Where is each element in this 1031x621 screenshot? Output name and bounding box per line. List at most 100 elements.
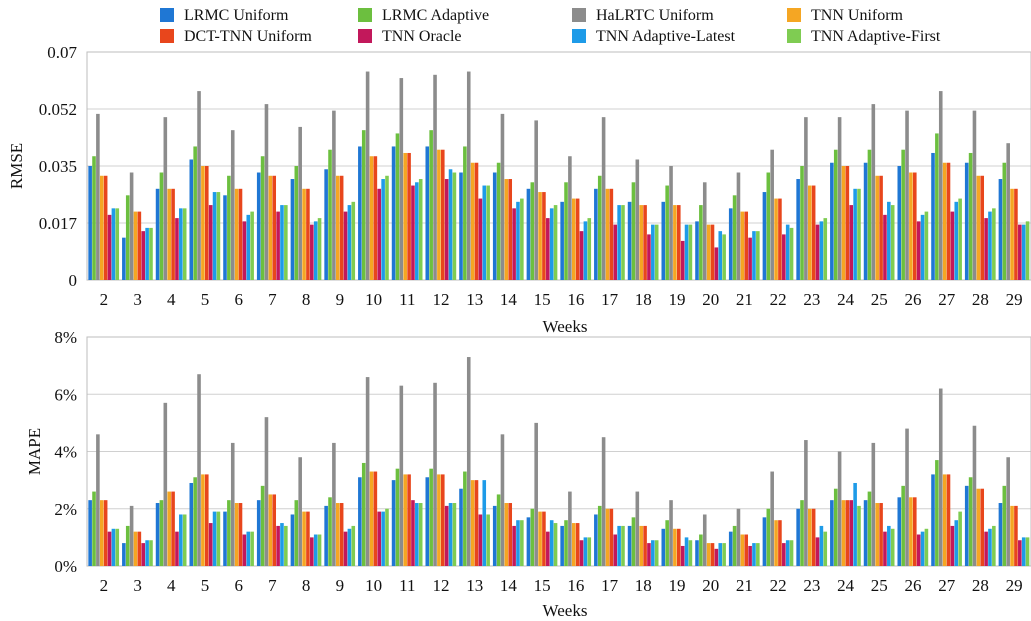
bar-tnn-uniform-week-26: [909, 497, 913, 566]
x-tick-label: 3: [133, 290, 142, 309]
bar-tnn-adaptive-first-week-13: [486, 514, 490, 566]
bar-halrtc-uniform-week-18: [635, 159, 640, 280]
bar-lrmc-uniform-week-28: [964, 162, 969, 280]
bar-tnn-oracle-week-22: [782, 234, 786, 280]
bar-tnn-adaptive-first-week-29: [1025, 537, 1030, 567]
bar-tnn-adaptive-first-week-13: [486, 185, 490, 280]
bar-dct-tnn-uniform-week-21: [744, 534, 749, 566]
bar-tnn-oracle-week-7: [276, 525, 280, 566]
bar-tnn-adaptive-first-week-16: [587, 218, 592, 280]
bar-tnn-adaptive-latest-week-16: [583, 221, 588, 280]
bar-dct-tnn-uniform-week-10: [373, 471, 378, 566]
bar-halrtc-uniform-week-23: [804, 440, 808, 566]
bar-lrmc-uniform-week-3: [122, 237, 126, 280]
bar-halrtc-uniform-week-5: [197, 91, 201, 280]
legend-label: HaLRTC Uniform: [596, 7, 714, 24]
bar-lrmc-adaptive-week-18: [631, 517, 636, 566]
bar-tnn-uniform-week-23: [807, 508, 812, 566]
bar-tnn-adaptive-latest-week-20: [718, 543, 723, 566]
bar-dct-tnn-uniform-week-17: [609, 508, 614, 566]
bar-tnn-adaptive-first-week-5: [216, 511, 221, 566]
bar-tnn-uniform-week-16: [571, 523, 576, 566]
bar-tnn-uniform-week-15: [538, 511, 542, 566]
bar-lrmc-adaptive-week-7: [260, 485, 265, 566]
bar-tnn-adaptive-latest-week-6: [246, 214, 251, 280]
bar-tnn-oracle-week-13: [478, 198, 483, 280]
bar-halrtc-uniform-week-2: [96, 113, 100, 280]
bar-dct-tnn-uniform-week-13: [474, 480, 479, 567]
bar-tnn-uniform-week-7: [268, 494, 273, 566]
bar-tnn-adaptive-first-week-7: [284, 205, 288, 280]
x-tick-label: 13: [466, 576, 483, 595]
y-tick-label: 0: [69, 271, 78, 290]
legend-item-halrtc-uniform: HaLRTC Uniform: [572, 7, 714, 24]
x-tick-label: 14: [500, 290, 518, 309]
x-tick-label: 25: [871, 576, 888, 595]
bar-lrmc-adaptive-week-21: [732, 525, 737, 566]
bar-tnn-adaptive-first-week-18: [654, 540, 659, 566]
legend-item-dct-tnn-uniform: DCT-TNN Uniform: [160, 28, 312, 45]
bar-tnn-adaptive-first-week-20: [722, 234, 726, 280]
bar-lrmc-adaptive-week-14: [496, 494, 501, 566]
bar-tnn-adaptive-latest-week-7: [280, 523, 284, 566]
x-tick-label: 19: [669, 290, 686, 309]
bar-tnn-uniform-week-8: [302, 188, 306, 280]
bar-lrmc-adaptive-week-17: [597, 505, 602, 566]
bar-tnn-adaptive-latest-week-2: [111, 208, 116, 280]
x-tick-label: 26: [905, 576, 922, 595]
bar-lrmc-adaptive-week-19: [665, 520, 669, 566]
bar-tnn-uniform-week-18: [639, 525, 643, 566]
bar-tnn-adaptive-latest-week-2: [111, 528, 116, 566]
bar-tnn-oracle-week-29: [1018, 540, 1022, 566]
bar-lrmc-uniform-week-2: [88, 500, 92, 566]
bar-tnn-uniform-week-2: [99, 175, 104, 280]
bar-tnn-adaptive-latest-week-21: [752, 231, 756, 280]
bar-tnn-oracle-week-20: [714, 548, 719, 566]
bar-dct-tnn-uniform-week-22: [778, 520, 782, 566]
bar-lrmc-adaptive-week-12: [429, 468, 433, 566]
y-tick-label: 0.07: [47, 43, 77, 62]
bar-tnn-adaptive-latest-week-21: [752, 543, 756, 566]
bar-lrmc-uniform-week-12: [425, 146, 430, 280]
bar-tnn-uniform-week-12: [437, 474, 441, 566]
bar-lrmc-uniform-week-8: [290, 514, 295, 566]
bar-tnn-adaptive-latest-week-27: [954, 201, 959, 280]
bar-halrtc-uniform-week-29: [1006, 143, 1010, 280]
x-tick-label: 11: [399, 290, 415, 309]
bar-tnn-adaptive-latest-week-18: [651, 224, 655, 280]
bar-tnn-uniform-week-3: [133, 211, 138, 280]
bar-tnn-oracle-week-25: [883, 214, 887, 280]
bar-lrmc-adaptive-week-11: [395, 468, 400, 566]
bar-lrmc-uniform-week-16: [560, 525, 564, 566]
bar-lrmc-adaptive-week-9: [328, 149, 332, 280]
bar-tnn-uniform-week-21: [740, 211, 745, 280]
x-tick-label: 10: [365, 576, 382, 595]
bar-lrmc-adaptive-week-13: [463, 146, 467, 280]
bar-halrtc-uniform-week-25: [871, 442, 876, 566]
bar-tnn-oracle-week-7: [276, 211, 280, 280]
bar-halrtc-uniform-week-13: [466, 71, 471, 280]
bar-tnn-oracle-week-3: [141, 231, 146, 280]
bar-dct-tnn-uniform-week-19: [677, 205, 681, 280]
bar-tnn-adaptive-latest-week-20: [718, 231, 723, 280]
bar-lrmc-uniform-week-19: [661, 528, 666, 566]
bar-halrtc-uniform-week-23: [804, 117, 808, 280]
bar-lrmc-adaptive-week-5: [193, 477, 197, 566]
x-tick-label: 17: [601, 576, 619, 595]
bar-lrmc-uniform-week-27: [931, 474, 935, 566]
bar-tnn-oracle-week-4: [175, 531, 179, 566]
bar-tnn-adaptive-latest-week-4: [179, 514, 183, 566]
bar-tnn-oracle-week-3: [141, 543, 146, 566]
bar-lrmc-adaptive-week-10: [361, 130, 366, 280]
bar-lrmc-uniform-week-13: [459, 172, 463, 280]
bar-lrmc-uniform-week-7: [256, 500, 261, 566]
bar-tnn-adaptive-first-week-12: [452, 503, 457, 566]
bar-tnn-adaptive-latest-week-23: [819, 525, 824, 566]
bar-halrtc-uniform-week-20: [702, 182, 707, 280]
bar-lrmc-adaptive-week-15: [530, 508, 535, 566]
bar-lrmc-uniform-week-8: [290, 179, 295, 280]
bar-tnn-adaptive-first-week-14: [520, 198, 524, 280]
bar-lrmc-adaptive-week-4: [159, 172, 164, 280]
bar-lrmc-uniform-week-5: [189, 159, 194, 280]
bar-tnn-adaptive-first-week-17: [621, 525, 625, 566]
